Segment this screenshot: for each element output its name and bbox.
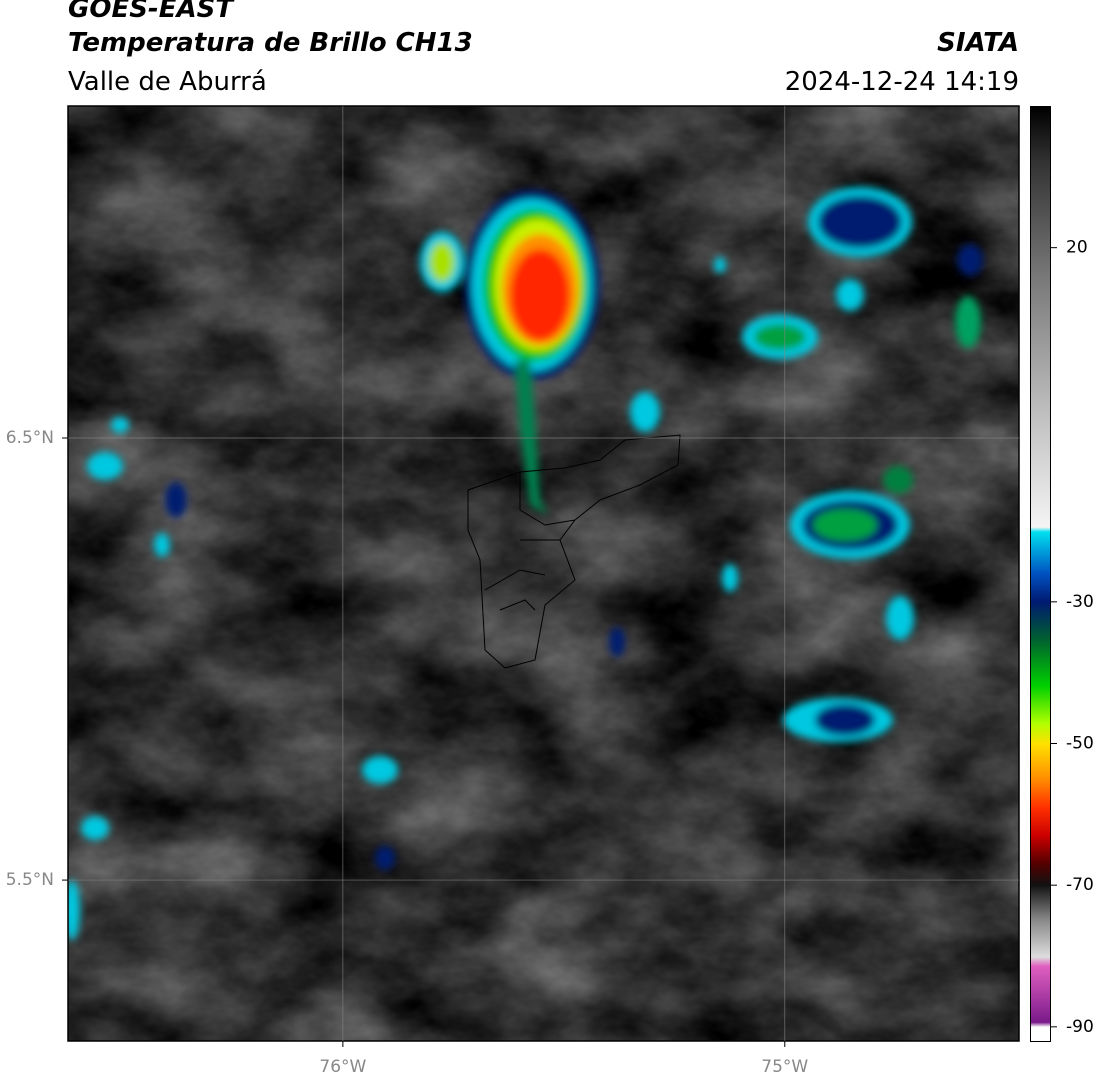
source: SIATA <box>937 28 1019 58</box>
subtitle: Valle de Aburrá <box>68 67 267 97</box>
lat-label: 6.5°N <box>6 428 54 448</box>
lon-label: 76°W <box>319 1057 366 1077</box>
colorbar <box>1030 106 1051 1042</box>
map-frame <box>67 105 1020 1042</box>
lat-label: 5.5°N <box>6 870 54 890</box>
colorbar-label: -50 <box>1066 734 1094 754</box>
colorbar-label: -90 <box>1066 1017 1094 1037</box>
colorbar-label: 20 <box>1066 238 1088 258</box>
colorbar-label: -70 <box>1066 875 1094 895</box>
timestamp: 2024-12-24 14:19 <box>784 67 1019 97</box>
lon-label: 75°W <box>761 1057 808 1077</box>
satellite-name: GOES-EAST <box>68 0 234 24</box>
colorbar-label: -30 <box>1066 592 1094 612</box>
title: Temperatura de Brillo CH13 <box>68 28 473 58</box>
